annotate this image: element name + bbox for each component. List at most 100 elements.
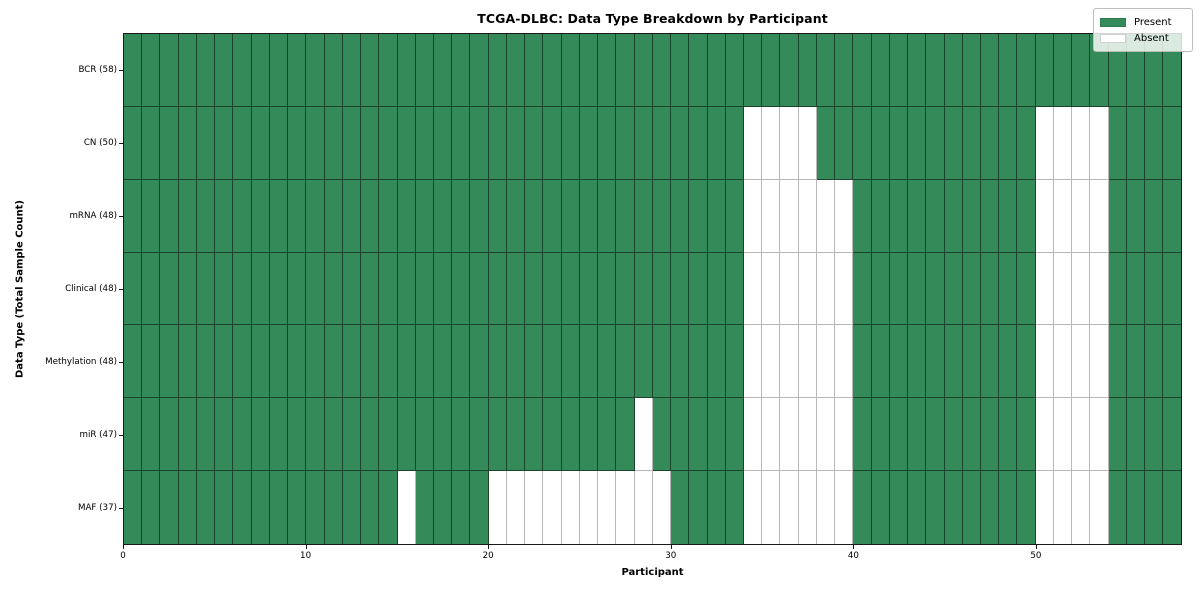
heatmap-cell — [452, 471, 471, 545]
heatmap-cell — [981, 325, 1000, 399]
heatmap-cell — [196, 179, 216, 253]
heatmap-cell — [1163, 471, 1181, 545]
heatmap-cell — [142, 34, 161, 107]
heatmap-cell — [1145, 325, 1164, 399]
heatmap-cell — [816, 34, 836, 107]
heatmap-cell — [1035, 34, 1054, 107]
heatmap-cell — [652, 471, 672, 545]
heatmap-cell — [233, 179, 252, 253]
heatmap-cell — [798, 34, 817, 107]
heatmap-cell — [889, 325, 909, 399]
heatmap-cell — [324, 325, 343, 399]
y-tick-mark — [119, 69, 123, 71]
heatmap-cell — [470, 252, 489, 326]
y-tick-mark — [119, 435, 123, 437]
heatmap-cell — [743, 179, 763, 253]
heatmap-cell — [1072, 325, 1091, 399]
heatmap-cell — [178, 325, 197, 399]
plot-area — [123, 33, 1182, 545]
heatmap-cell — [233, 398, 252, 472]
heatmap-cell — [561, 252, 580, 326]
heatmap-cell — [269, 34, 289, 107]
x-tick-mark — [305, 545, 307, 549]
heatmap-cell — [1053, 325, 1073, 399]
legend-entry-absent: Absent — [1100, 30, 1185, 46]
heatmap-cell — [379, 471, 398, 545]
heatmap-cell — [944, 34, 963, 107]
heatmap-cell — [889, 398, 909, 472]
heatmap-cell — [124, 398, 143, 472]
heatmap-cell — [762, 325, 781, 399]
heatmap-cell — [853, 106, 872, 180]
heatmap-cell — [196, 106, 216, 180]
heatmap-cell — [215, 398, 234, 472]
heatmap-cell — [579, 325, 599, 399]
heatmap-cell — [1090, 325, 1109, 399]
y-tick-label: mRNA (48) — [69, 210, 117, 221]
heatmap-cell — [634, 179, 653, 253]
heatmap-cell — [269, 398, 289, 472]
heatmap-cell — [1090, 252, 1109, 326]
heatmap-cell — [853, 325, 872, 399]
heatmap-cell — [1108, 34, 1127, 107]
heatmap-cell — [488, 106, 507, 180]
heatmap-cell — [488, 398, 507, 472]
x-tick-mark — [670, 545, 672, 549]
y-tick-labels: BCR (58) CN (50) mRNA (48) Clinical (48) Met… — [0, 33, 117, 545]
heatmap-cell — [452, 34, 471, 107]
x-tick-label: 0 — [120, 551, 126, 561]
heatmap-cell — [725, 179, 744, 253]
heatmap-cell — [379, 34, 398, 107]
heatmap-cell — [889, 106, 909, 180]
heatmap-cell — [379, 325, 398, 399]
heatmap-cell — [1126, 252, 1146, 326]
heatmap-cell — [999, 471, 1018, 545]
heatmap-cell — [488, 471, 507, 545]
heatmap-cell — [1035, 106, 1054, 180]
heatmap-cell — [926, 398, 945, 472]
heatmap-cell — [1072, 398, 1091, 472]
heatmap-cell — [671, 252, 690, 326]
heatmap-cell — [342, 34, 362, 107]
heatmap-cell — [908, 106, 927, 180]
heatmap-cell — [1017, 179, 1036, 253]
heatmap-cell — [124, 106, 143, 180]
heatmap-cell — [452, 325, 471, 399]
heatmap-cell — [1108, 398, 1127, 472]
heatmap-cell — [671, 179, 690, 253]
heatmap-cell — [1017, 106, 1036, 180]
heatmap-cell — [361, 325, 380, 399]
heatmap-cell — [397, 106, 416, 180]
heatmap-cell — [780, 398, 799, 472]
heatmap-cell — [743, 106, 763, 180]
heatmap-cell — [1035, 398, 1054, 472]
heatmap-cell — [342, 325, 362, 399]
y-tick-label: Methylation (48) — [45, 357, 117, 368]
heatmap-cell — [251, 179, 270, 253]
heatmap-cell — [652, 179, 672, 253]
x-tick-mark — [123, 545, 124, 549]
heatmap-cell — [871, 179, 890, 253]
heatmap-cell — [142, 179, 161, 253]
heatmap-cell — [707, 106, 726, 180]
heatmap-cell — [324, 398, 343, 472]
heatmap-cell — [488, 325, 507, 399]
heatmap-cell — [142, 252, 161, 326]
heatmap-cell — [816, 179, 836, 253]
heatmap-cell — [1053, 252, 1073, 326]
heatmap-cell — [835, 398, 854, 472]
heatmap-row — [124, 252, 1181, 326]
x-tick-label: 50 — [1030, 551, 1042, 561]
heatmap-cell — [652, 252, 672, 326]
heatmap-cell — [251, 106, 270, 180]
heatmap-cell — [762, 179, 781, 253]
heatmap-cell — [397, 179, 416, 253]
heatmap-cell — [306, 325, 325, 399]
heatmap-cell — [324, 252, 343, 326]
heatmap-cell — [415, 325, 434, 399]
heatmap-cell — [415, 252, 434, 326]
heatmap-cell — [725, 471, 744, 545]
heatmap-cell — [634, 325, 653, 399]
heatmap-cell — [835, 252, 854, 326]
heatmap-cell — [124, 325, 143, 399]
